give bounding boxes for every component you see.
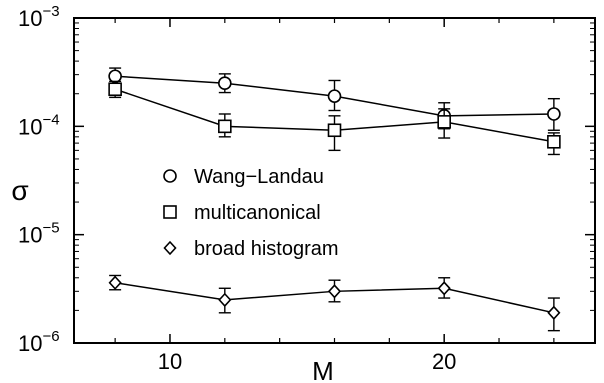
x-axis-label: M (312, 356, 334, 383)
data-point (108, 69, 122, 84)
axis-labels: M σ (11, 175, 333, 383)
series-diamond (108, 274, 561, 332)
legend-item: Wang−Landau (163, 166, 324, 188)
data-series (108, 67, 561, 332)
legend-label: broad histogram (194, 238, 339, 260)
data-point (547, 134, 561, 149)
data-point (108, 275, 122, 290)
y-tick-label: 10−5 (18, 220, 60, 248)
x-tick-label: 10 (158, 349, 182, 374)
data-point (108, 82, 122, 97)
legend-item: broad histogram (163, 238, 339, 260)
data-point (437, 115, 451, 129)
legend-item: multicanonical (163, 202, 321, 224)
y-tick-label: 10−6 (18, 328, 60, 356)
data-point (218, 76, 232, 91)
data-point (327, 123, 342, 138)
legend-label: multicanonical (194, 202, 321, 224)
series-square (108, 80, 561, 156)
y-tick-label: 10−3 (18, 3, 60, 31)
legend: Wang−Landau multicanonical broad histogram (163, 166, 339, 260)
y-axis-label: σ (11, 175, 28, 206)
legend-diamond-icon (163, 240, 177, 256)
data-point (327, 89, 342, 103)
y-tick-label: 10−4 (18, 111, 60, 139)
x-tick-label: 20 (432, 349, 456, 374)
data-point (218, 292, 232, 308)
data-point (547, 305, 561, 320)
legend-square-icon (163, 205, 177, 219)
data-point (327, 284, 342, 299)
legend-label: Wang−Landau (194, 166, 324, 188)
data-point (547, 107, 561, 121)
data-point (218, 119, 232, 134)
data-point (437, 281, 451, 296)
axis-ticks: 10 20 10−6 10−5 10−4 10−3 (18, 3, 595, 374)
legend-circle-icon (163, 169, 177, 183)
